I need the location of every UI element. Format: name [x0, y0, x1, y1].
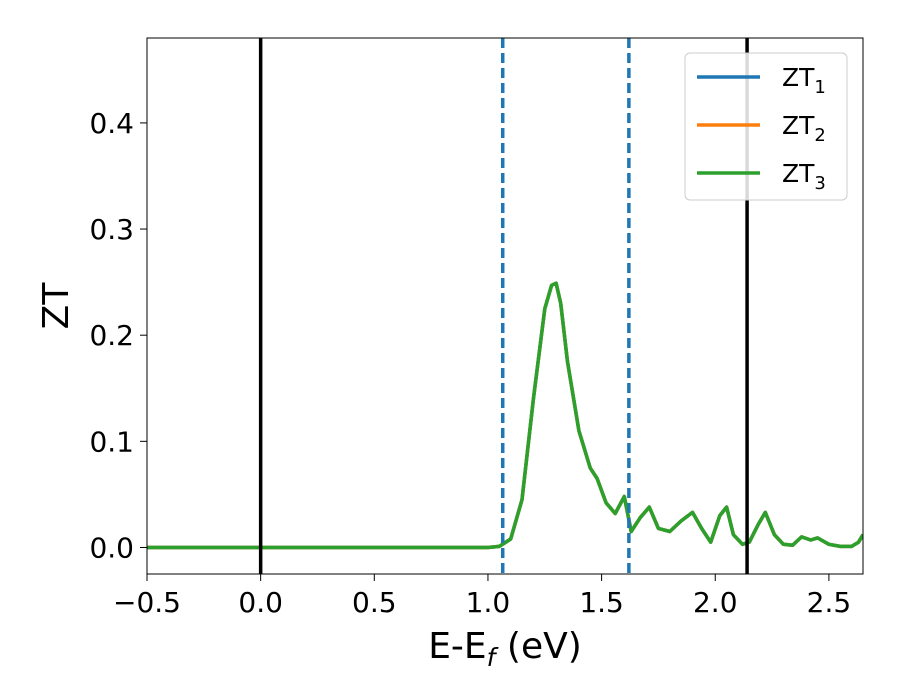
y-axis-ticks: 0.0 0.1 0.2 0.3 0.4 [89, 107, 147, 564]
series-line-2 [147, 281, 863, 550]
plot-frame [146, 37, 864, 575]
y-tick-label: 0.3 [89, 213, 134, 246]
x-tick-label: 1.0 [466, 586, 511, 619]
series-line-3 [147, 281, 863, 550]
x-tick-label: 0.0 [238, 586, 283, 619]
y-tick-label: 0.1 [89, 425, 134, 458]
x-tick-label: 2.5 [807, 586, 852, 619]
x-tick-label: −0.5 [113, 586, 181, 619]
y-axis-title: ZT [36, 282, 77, 330]
legend: ZT1 ZT2 ZT3 [684, 52, 848, 201]
x-axis-title: E-Ef (eV) [428, 626, 582, 672]
legend-label-3: ZT3 [782, 159, 826, 194]
legend-label-2: ZT2 [782, 111, 826, 146]
y-tick-label: 0.4 [89, 107, 134, 140]
x-tick-label: 2.0 [693, 586, 738, 619]
y-tick-label: 0.2 [89, 319, 134, 352]
series-line-1 [147, 281, 863, 550]
y-tick-label: 0.0 [89, 531, 134, 564]
legend-label-1: ZT1 [782, 63, 826, 98]
x-tick-label: 0.5 [352, 586, 397, 619]
x-tick-label: 1.5 [579, 586, 624, 619]
x-axis-ticks: −0.5 0.0 0.5 1.0 1.5 2.0 2.5 [113, 574, 851, 619]
plot-area [147, 281, 863, 550]
legend-box [684, 52, 848, 201]
reference-lines [258, 38, 749, 574]
